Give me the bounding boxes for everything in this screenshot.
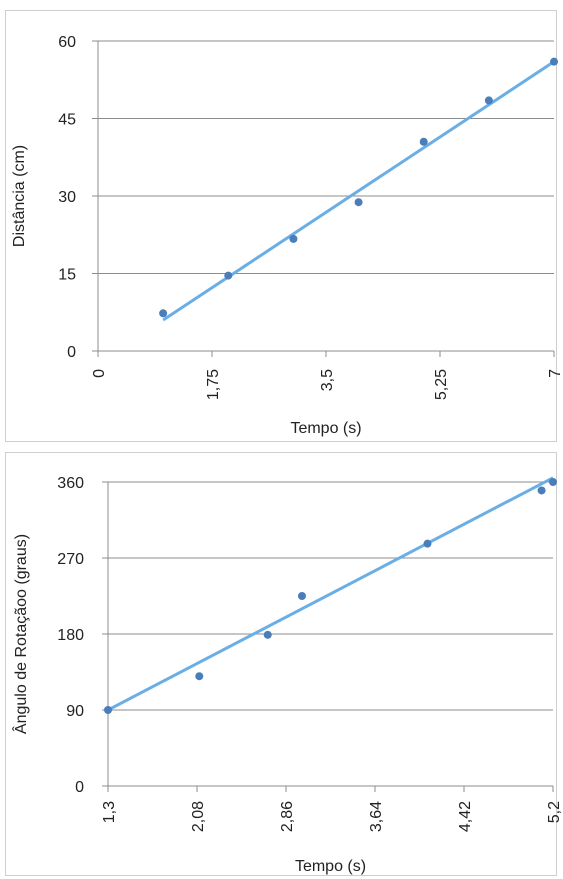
y-tick-label: 15 bbox=[58, 267, 76, 284]
y-tick-label: 0 bbox=[75, 779, 84, 796]
y-tick-label: 90 bbox=[66, 703, 84, 720]
x-tick-label: 4,42 bbox=[457, 801, 474, 832]
y-tick-label: 0 bbox=[67, 344, 76, 361]
y-axis-title: Distância (cm) bbox=[11, 145, 28, 247]
data-point bbox=[159, 309, 168, 318]
rotation-time-chart-svg: 0 90 180 270 360 1,3 2,08 2,86 3,64 4,42 5,2 Tempo … bbox=[11, 475, 563, 875]
x-tick-label: 2,86 bbox=[279, 801, 296, 832]
x-tick-label: 1,3 bbox=[101, 801, 118, 823]
x-axis-title: Tempo (s) bbox=[290, 420, 361, 437]
data-point bbox=[484, 96, 493, 105]
x-tick-label: 0 bbox=[91, 369, 108, 378]
data-point bbox=[419, 137, 428, 146]
data-point bbox=[195, 672, 204, 681]
data-point bbox=[224, 271, 233, 280]
x-tick-label: 5,2 bbox=[546, 801, 563, 823]
y-tick-label: 45 bbox=[58, 112, 76, 129]
data-point bbox=[549, 478, 557, 486]
data-point bbox=[537, 486, 546, 495]
y-tick-label: 60 bbox=[58, 34, 76, 51]
data-point bbox=[104, 706, 112, 714]
x-tick-label: 1,75 bbox=[205, 369, 222, 400]
x-tick-label: 2,08 bbox=[190, 801, 207, 832]
trendline bbox=[162, 60, 555, 322]
x-tick-label: 3,64 bbox=[368, 801, 385, 832]
data-point bbox=[550, 57, 558, 66]
x-tick-label: 3,5 bbox=[319, 369, 336, 391]
trendline bbox=[107, 476, 554, 712]
data-point bbox=[423, 539, 432, 548]
y-tick-label: 270 bbox=[57, 551, 84, 568]
y-tick-label: 360 bbox=[57, 475, 84, 492]
data-point bbox=[263, 630, 272, 639]
x-axis-title: Tempo (s) bbox=[295, 858, 366, 875]
y-tick-label: 30 bbox=[58, 189, 76, 206]
data-point bbox=[354, 198, 363, 207]
distance-time-chart: 0 15 30 45 60 0 1,75 3,5 5,25 7 Tempo (s) Distância… bbox=[5, 10, 563, 442]
data-point bbox=[289, 234, 298, 243]
y-tick-label: 180 bbox=[57, 627, 84, 644]
distance-time-chart-svg: 0 15 30 45 60 0 1,75 3,5 5,25 7 Tempo (s) Distância… bbox=[11, 34, 563, 437]
x-tick-label: 7 bbox=[547, 369, 563, 378]
rotation-time-chart: 0 90 180 270 360 1,3 2,08 2,86 3,64 4,42 5,2 Tempo … bbox=[5, 452, 563, 876]
y-axis-title: Ângulo de Rotaçãoo (graus) bbox=[11, 534, 30, 734]
x-tick-label: 5,25 bbox=[433, 369, 450, 400]
data-point bbox=[297, 592, 306, 600]
